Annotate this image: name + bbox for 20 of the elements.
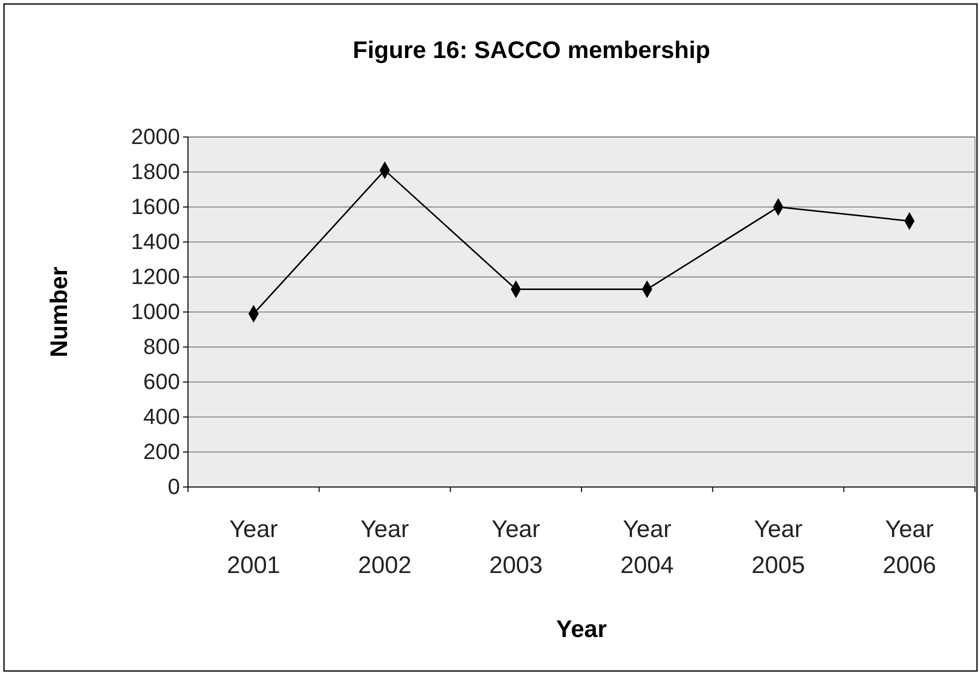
- chart-title: Figure 16: SACCO membership: [352, 37, 710, 64]
- x-tick-label: Year 2005: [752, 516, 805, 579]
- x-tick-label: Year 2003: [489, 516, 543, 579]
- y-tick-label: 2000: [131, 124, 180, 150]
- y-tick-label: 800: [143, 334, 180, 360]
- y-tick-label: 0: [168, 474, 180, 500]
- y-tick-label: 600: [143, 369, 180, 394]
- y-tick-label: 1200: [131, 264, 180, 290]
- y-axis-title: Number: [46, 266, 73, 358]
- x-tick-label: Year 2001: [226, 516, 280, 579]
- x-tick-label: Year 2004: [620, 516, 674, 579]
- y-tick-label: 1400: [131, 229, 180, 254]
- x-tick-label: Year 2006: [882, 516, 936, 579]
- y-tick-label: 1800: [131, 159, 180, 184]
- y-tick-label: 200: [143, 439, 180, 464]
- y-tick-label: 1600: [131, 194, 180, 220]
- x-tick-label: Year 2002: [358, 516, 412, 579]
- y-tick-label: 400: [143, 404, 180, 430]
- x-axis-title: Year: [556, 616, 607, 643]
- y-tick-label: 1000: [131, 299, 180, 324]
